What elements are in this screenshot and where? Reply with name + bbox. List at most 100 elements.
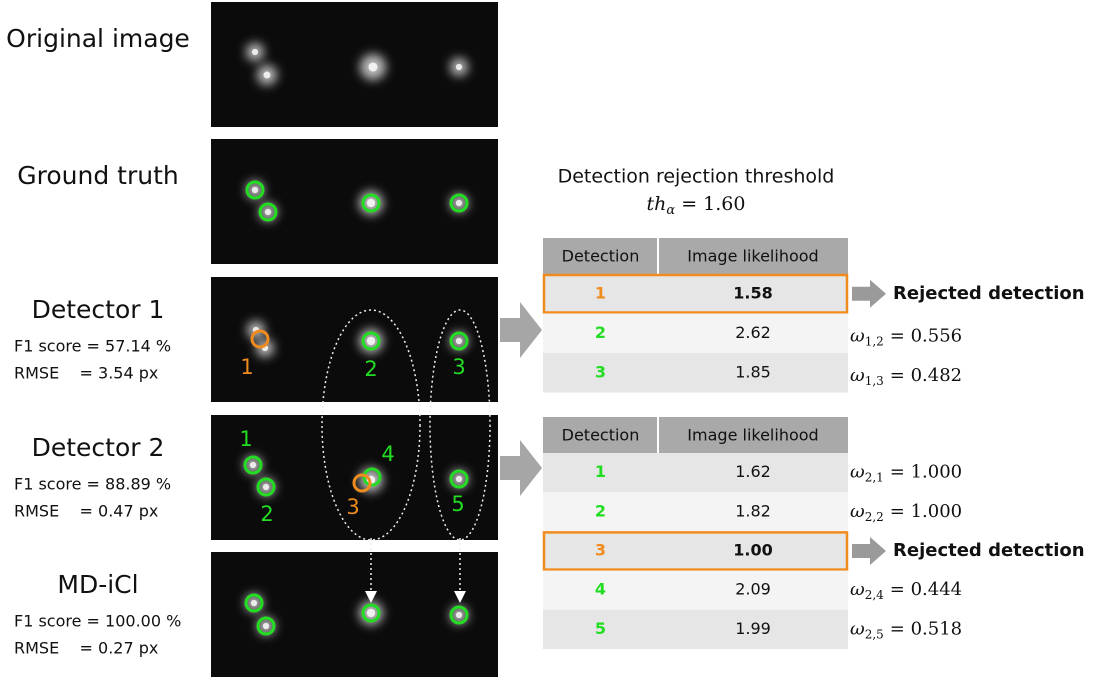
symbol: ω xyxy=(850,618,865,639)
column-header: Detection xyxy=(562,247,640,266)
detection-label: 1 xyxy=(239,427,252,451)
subscript: 2,4 xyxy=(865,588,884,602)
table-row xyxy=(543,453,848,492)
figure: 1 2 3 1 2 3 4 5 Original image Ground truth Detec… xyxy=(0,0,1108,679)
detection-label: 3 xyxy=(346,495,359,519)
spot-core xyxy=(264,72,271,79)
spot-core xyxy=(252,187,258,193)
table-row xyxy=(543,492,848,531)
rejected-label: Rejected detection xyxy=(893,283,1085,304)
subscript: 2,5 xyxy=(865,627,884,641)
likelihood: 1.00 xyxy=(733,541,772,560)
column-header: Image likelihood xyxy=(687,426,818,445)
detection-id: 4 xyxy=(595,580,606,599)
subscript: 1,3 xyxy=(865,373,884,387)
spot-core xyxy=(263,484,269,490)
detection-id: 2 xyxy=(595,501,606,520)
detection-label: 5 xyxy=(451,492,464,516)
column-header: Image likelihood xyxy=(687,247,818,266)
weight: ω2,1 = 1.000 xyxy=(850,462,962,485)
symbol: ω xyxy=(850,462,865,483)
table-row xyxy=(543,571,848,610)
table-row xyxy=(543,531,848,570)
symbol: ω xyxy=(850,365,865,386)
symbol: ω xyxy=(850,501,865,522)
detection-id: 1 xyxy=(595,283,606,302)
column-header: Detection xyxy=(562,426,640,445)
table-row xyxy=(543,274,848,314)
value: = 1.000 xyxy=(890,501,962,522)
value: = 0.482 xyxy=(890,365,962,386)
detection-id: 5 xyxy=(595,619,606,638)
weight: ω2,4 = 0.444 xyxy=(850,579,962,602)
row-title: Original image xyxy=(6,24,190,53)
rmse: RMSE = 0.47 px xyxy=(14,502,158,521)
rmse: RMSE = 0.27 px xyxy=(14,639,158,658)
reject-arrow xyxy=(852,280,886,308)
table-row xyxy=(543,314,848,354)
reject-arrow xyxy=(852,537,886,565)
threshold-title: Detection rejection threshold xyxy=(558,166,835,188)
f1-score: F1 score = 88.89 % xyxy=(14,475,171,494)
threshold-formula: thα = 1.60 xyxy=(647,193,746,218)
rejected-label: Rejected detection xyxy=(893,540,1085,561)
block-arrow xyxy=(500,440,542,496)
spot-core xyxy=(456,338,462,344)
spot-core xyxy=(252,49,258,55)
spot-core xyxy=(263,623,269,629)
spot-core xyxy=(456,612,462,618)
likelihood: 2.62 xyxy=(735,323,771,342)
subscript: 2,1 xyxy=(865,470,884,484)
subscript: α xyxy=(666,203,675,218)
symbol: ω xyxy=(850,579,865,600)
row-title: MD-iCl xyxy=(57,570,138,599)
detection-id: 1 xyxy=(595,462,606,481)
likelihood: 1.99 xyxy=(735,619,771,638)
f1-score: F1 score = 57.14 % xyxy=(14,337,171,356)
spot-core xyxy=(265,209,271,215)
weight: ω1,3 = 0.482 xyxy=(850,365,962,388)
weight: ω2,2 = 1.000 xyxy=(850,501,962,524)
symbol: ω xyxy=(850,325,865,346)
value: = 1.60 xyxy=(681,193,745,215)
detection-label: 2 xyxy=(260,502,273,526)
subscript: 1,2 xyxy=(865,334,884,348)
block-arrow xyxy=(500,302,542,358)
spot-core xyxy=(367,609,375,617)
value: = 0.556 xyxy=(890,325,962,346)
spot-core xyxy=(251,600,257,606)
spot-core xyxy=(367,199,375,207)
likelihood: 2.09 xyxy=(735,580,771,599)
spot-core xyxy=(456,200,462,206)
detection-label: 4 xyxy=(381,442,394,466)
detection-label: 2 xyxy=(364,357,377,381)
row-title: Detector 2 xyxy=(32,433,165,462)
symbol: th xyxy=(647,193,667,215)
subscript: 2,2 xyxy=(865,509,884,523)
spot-core xyxy=(250,462,256,468)
spot-core xyxy=(456,476,462,482)
weight: ω2,5 = 0.518 xyxy=(850,618,962,641)
value: = 0.518 xyxy=(890,618,962,639)
table-row xyxy=(543,353,848,393)
spot-core xyxy=(367,337,375,345)
likelihood: 1.58 xyxy=(733,283,772,302)
detection-id: 3 xyxy=(595,362,606,381)
detection-id: 3 xyxy=(595,541,606,560)
value: = 0.444 xyxy=(890,579,962,600)
likelihood: 1.62 xyxy=(735,462,771,481)
row-title: Detector 1 xyxy=(32,295,165,324)
table-row xyxy=(543,610,848,649)
spot-core xyxy=(456,64,462,70)
row-title: Ground truth xyxy=(17,161,178,190)
rmse: RMSE = 3.54 px xyxy=(14,364,158,383)
detection-id: 2 xyxy=(595,323,606,342)
weight: ω1,2 = 0.556 xyxy=(850,325,962,348)
f1-score: F1 score = 100.00 % xyxy=(14,612,181,631)
likelihood: 1.85 xyxy=(735,362,771,381)
value: = 1.000 xyxy=(890,462,962,483)
spot-core xyxy=(368,62,377,71)
likelihood: 1.82 xyxy=(735,501,771,520)
detection-label: 1 xyxy=(240,355,253,379)
